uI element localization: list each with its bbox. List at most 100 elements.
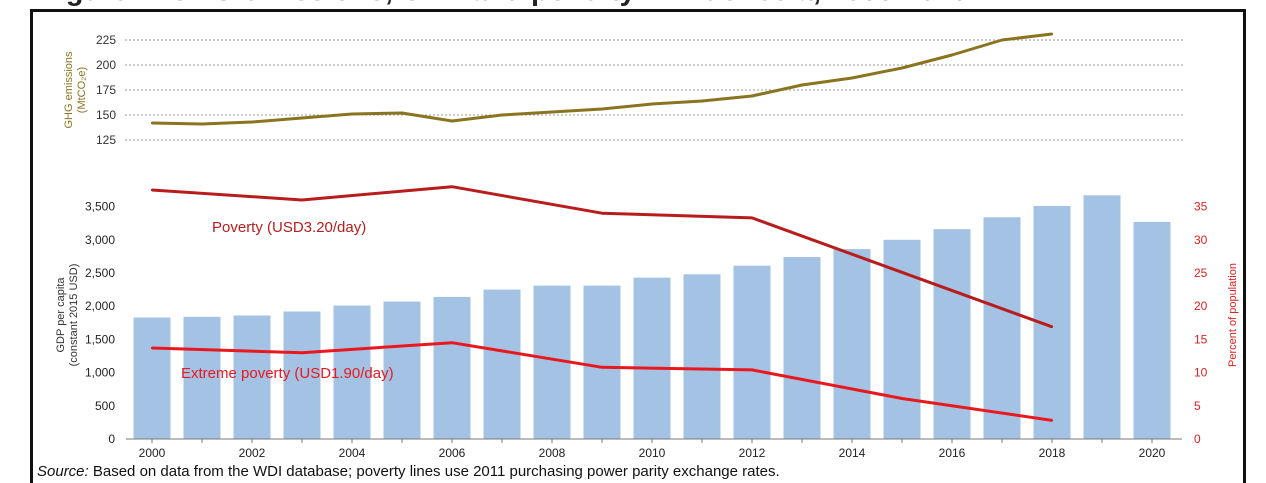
ghg-tick-label: 225 xyxy=(96,33,116,47)
pct-tick-label: 10 xyxy=(1194,366,1208,380)
ghg-ylabel: GHG emissions(MtCO₂e) xyxy=(63,51,88,129)
gdp-bar xyxy=(583,285,621,439)
gdp-bar xyxy=(483,289,521,439)
extreme-poverty-190-line-point xyxy=(600,366,604,369)
pct-tick-label: 15 xyxy=(1194,332,1208,346)
ghg-point xyxy=(950,53,954,57)
gdp-bar xyxy=(783,257,821,439)
gdp-bar xyxy=(883,239,921,439)
x-tick-label: 2000 xyxy=(139,446,166,460)
gdp-tick-label: 3,000 xyxy=(85,233,115,247)
gdp-bar xyxy=(283,311,321,439)
ghg-point xyxy=(150,121,154,125)
gdp-tick-label: 500 xyxy=(95,399,115,413)
poverty-320-line-point xyxy=(450,185,454,188)
ghg-point xyxy=(1050,32,1054,36)
x-tick-label: 2002 xyxy=(239,446,266,460)
x-tick-label: 2014 xyxy=(839,446,866,460)
gdp-bar xyxy=(183,316,221,439)
gdp-tick-label: 2,000 xyxy=(85,299,115,313)
extreme-poverty-190-line-point xyxy=(750,368,754,372)
gdp-tick-label: 3,500 xyxy=(85,200,115,214)
x-tick-label: 2016 xyxy=(939,446,966,460)
poverty-320-line-point xyxy=(600,212,604,215)
poverty-320-line-point xyxy=(1050,325,1054,328)
x-tick-label: 2020 xyxy=(1139,446,1166,460)
gdp-bar xyxy=(383,301,421,439)
pct-tick-label: 0 xyxy=(1194,432,1201,446)
x-tick-label: 2010 xyxy=(639,446,666,460)
ghg-point xyxy=(850,76,854,80)
ghg-tick-label: 175 xyxy=(96,83,116,97)
ghg-point xyxy=(550,110,554,114)
ghg-ylabel-line: GHG emissions xyxy=(63,51,75,129)
ghg-point xyxy=(900,66,904,70)
ghg-point xyxy=(200,122,204,126)
poverty-320-line-point xyxy=(300,198,304,202)
ghg-point xyxy=(400,111,404,115)
gdp-bar xyxy=(433,296,471,439)
gdp-bar xyxy=(733,265,771,439)
source-note: Source: Based on data from the WDI datab… xyxy=(37,463,780,480)
gdp-bar xyxy=(833,249,871,439)
ghg-point xyxy=(250,120,254,124)
ghg-point xyxy=(650,102,654,106)
ghg-ylabel-line: (MtCO₂e) xyxy=(76,67,88,113)
ghg-point xyxy=(750,94,754,98)
figure-frame xyxy=(30,9,1246,483)
gdp-bar xyxy=(1133,221,1171,439)
x-tick-label: 2006 xyxy=(439,446,466,460)
ghg-point xyxy=(350,112,354,116)
gdp-bar xyxy=(683,274,721,439)
extreme-poverty-190-label: Extreme poverty (USD1.90/day) xyxy=(181,365,394,382)
ghg-tick-label: 150 xyxy=(96,108,116,122)
extreme-poverty-190-line-point xyxy=(450,341,454,344)
gdp-bar xyxy=(1083,195,1121,439)
x-tick-label: 2008 xyxy=(539,446,566,460)
poverty-320-label: Poverty (USD3.20/day) xyxy=(212,219,366,236)
source-text: Based on data from the WDI database; pov… xyxy=(88,463,780,480)
gdp-tick-label: 1,000 xyxy=(85,366,115,380)
extreme-poverty-190-line-point xyxy=(300,351,304,354)
ghg-panel: 125 150 175 200 225 GHG emissions(MtCO₂e) xyxy=(63,32,1184,147)
gdp-bar xyxy=(983,217,1021,439)
source-label: Source: xyxy=(37,463,89,480)
pct-tick-label: 20 xyxy=(1194,299,1208,313)
gdp-ylabel-line: (constant 2015 USD) xyxy=(68,264,80,367)
x-tick-label: 2004 xyxy=(339,446,366,460)
x-tick-label: 2012 xyxy=(739,446,766,460)
ghg-series-line xyxy=(151,32,1053,126)
gdp-tick-label: 0 xyxy=(108,432,115,446)
gdp-tick-label: 1,500 xyxy=(85,332,115,346)
ghg-point xyxy=(800,83,804,87)
ghg-point xyxy=(300,116,304,120)
gdp-bar xyxy=(233,315,271,439)
gdp-ylabel-line: GDP per capita xyxy=(55,277,67,353)
pct-tick-label: 35 xyxy=(1194,200,1208,214)
pct-tick-label: 5 xyxy=(1194,399,1201,413)
extreme-poverty-190-line-point xyxy=(1050,419,1054,422)
poverty-320-line xyxy=(151,185,1053,329)
ghg-tick-label: 125 xyxy=(96,133,116,147)
extreme-poverty-190-line-point xyxy=(150,346,154,350)
gdp-tick-label: 2,500 xyxy=(85,266,115,280)
ghg-point xyxy=(600,107,604,111)
ghg-point xyxy=(1000,38,1004,42)
gdp-bar xyxy=(133,317,171,439)
extreme-poverty-190-line-point xyxy=(900,397,904,400)
pct-tick-label: 25 xyxy=(1194,266,1208,280)
poverty-320-line-point xyxy=(150,188,154,192)
ghg-point xyxy=(500,113,504,117)
ghg-point xyxy=(450,119,454,123)
gdp-panel: 2000 2002 2004 2006 2008 2010 2012 2014 2016 2018… xyxy=(55,185,1239,460)
gdp-bar xyxy=(333,305,371,439)
figure-heading: Figure 1. GHG emissions, GDP and poverty… xyxy=(40,0,968,8)
ghg-tick-label: 200 xyxy=(96,58,116,72)
ghg-point xyxy=(700,99,704,103)
poverty-320-line-point xyxy=(750,216,754,220)
x-tick-label: 2018 xyxy=(1039,446,1066,460)
pct-ylabel: Percent of population xyxy=(1227,263,1239,367)
pct-tick-label: 30 xyxy=(1194,233,1208,247)
